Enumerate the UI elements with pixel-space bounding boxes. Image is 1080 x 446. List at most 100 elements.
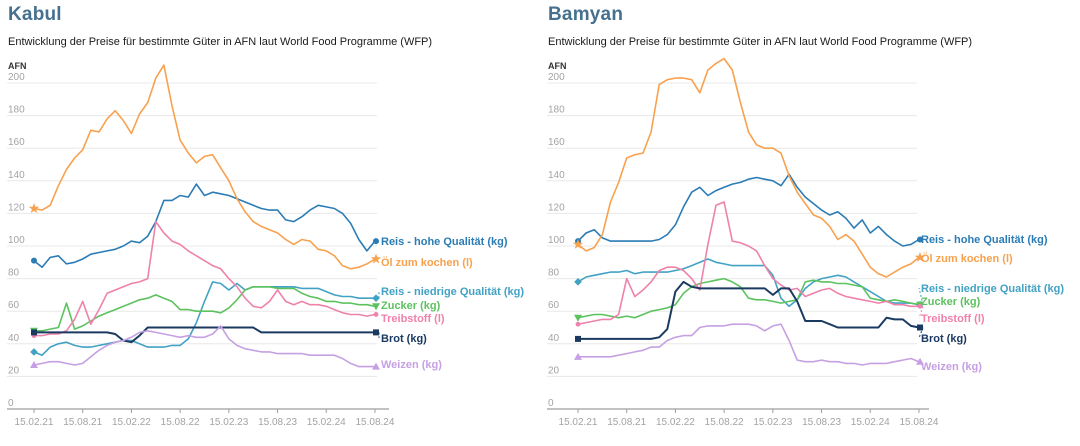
series-label-brot: Brot (kg) bbox=[921, 333, 967, 345]
series-label-oel: Öl zum kochen (l) bbox=[921, 252, 1013, 265]
series-line-reis-hohe bbox=[33, 183, 376, 269]
y-tick-label-0: 0 bbox=[8, 398, 14, 409]
x-tick-label-1: 15.08.21 bbox=[63, 417, 102, 428]
y-tick-label-180: 180 bbox=[8, 105, 25, 116]
series-line-treibstoff bbox=[577, 201, 920, 326]
x-tick-label-3: 15.08.22 bbox=[161, 417, 200, 428]
series-line-treibstoff bbox=[33, 220, 376, 337]
x-tick-label-3: 15.08.22 bbox=[705, 417, 744, 428]
series-end-marker-reis-hohe bbox=[917, 236, 923, 243]
series-end-marker-zucker bbox=[372, 303, 380, 311]
series-start-marker-oel bbox=[572, 238, 584, 249]
series-start-marker-zucker bbox=[574, 314, 582, 322]
y-tick-label-80: 80 bbox=[8, 268, 20, 279]
series-start-marker-weizen bbox=[574, 352, 582, 360]
y-tick-label-40: 40 bbox=[548, 333, 560, 344]
series-line-oel bbox=[33, 64, 376, 270]
y-tick-label-80: 80 bbox=[548, 268, 560, 279]
y-axis-unit-label: AFN bbox=[548, 61, 567, 71]
series-start-marker-treibstoff bbox=[575, 321, 581, 327]
series-end-marker-oel bbox=[914, 251, 926, 262]
series-label-leader-reis-niedrige bbox=[918, 287, 924, 305]
series-end-marker-weizen bbox=[916, 357, 924, 365]
y-tick-label-60: 60 bbox=[8, 300, 20, 311]
series-label-oel: Öl zum kochen (l) bbox=[381, 256, 473, 269]
series-end-marker-weizen bbox=[372, 362, 380, 370]
series-line-zucker bbox=[577, 277, 920, 319]
x-tick-label-0: 15.02.21 bbox=[559, 417, 598, 428]
kabul-panel: Kabul Entwicklung der Preise für bestimm… bbox=[7, 4, 524, 428]
series-line-weizen bbox=[577, 323, 920, 366]
series-label-zucker: Zucker (kg) bbox=[381, 300, 441, 312]
series-start-marker-reis-niedrige bbox=[574, 278, 582, 286]
y-tick-label-120: 120 bbox=[548, 202, 565, 213]
x-tick-label-4: 15.02.23 bbox=[209, 417, 248, 428]
series-start-marker-oel bbox=[28, 203, 40, 213]
series-start-marker-weizen bbox=[30, 360, 38, 368]
series-label-weizen: Weizen (kg) bbox=[381, 359, 442, 371]
y-tick-label-160: 160 bbox=[8, 137, 25, 148]
series-end-marker-brot bbox=[917, 324, 923, 331]
y-tick-label-200: 200 bbox=[548, 72, 565, 83]
x-tick-label-4: 15.02.23 bbox=[753, 417, 792, 428]
y-axis-unit-label: AFN bbox=[8, 61, 27, 71]
y-tick-label-140: 140 bbox=[8, 170, 25, 181]
x-tick-label-5: 15.08.23 bbox=[802, 417, 841, 428]
y-tick-label-120: 120 bbox=[8, 202, 25, 213]
series-label-reis-niedrige: Reis - niedrige Qualität (kg) bbox=[381, 286, 524, 298]
y-tick-label-0: 0 bbox=[548, 398, 554, 409]
y-tick-label-60: 60 bbox=[548, 300, 560, 311]
series-label-brot: Brot (kg) bbox=[381, 333, 427, 345]
y-tick-label-180: 180 bbox=[548, 105, 565, 116]
series-start-marker-reis-niedrige bbox=[30, 348, 38, 356]
y-tick-label-200: 200 bbox=[8, 72, 25, 83]
x-tick-label-6: 15.02.24 bbox=[307, 417, 346, 428]
x-tick-label-7: 15.08.24 bbox=[900, 417, 939, 428]
bamyan-panel: Bamyan Entwicklung der Preise für bestim… bbox=[540, 0, 1080, 446]
x-tick-label-7: 15.08.24 bbox=[356, 417, 395, 428]
series-line-reis-niedrige bbox=[33, 281, 376, 357]
series-label-reis-niedrige: Reis - niedrige Qualität (kg) bbox=[921, 283, 1064, 295]
x-tick-label-6: 15.02.24 bbox=[851, 417, 890, 428]
series-label-treibstoff: Treibstoff (l) bbox=[381, 313, 445, 325]
series-label-reis-hohe: Reis - hohe Qualität (kg) bbox=[381, 236, 508, 248]
x-tick-label-2: 15.02.22 bbox=[112, 417, 151, 428]
series-start-marker-brot bbox=[31, 329, 37, 336]
series-line-brot bbox=[33, 326, 376, 344]
series-label-reis-hohe: Reis - hohe Qualität (kg) bbox=[921, 234, 1048, 246]
series-end-marker-oel bbox=[370, 253, 382, 264]
series-label-treibstoff: Treibstoff (l) bbox=[921, 313, 985, 325]
chart-title-bamyan: Bamyan bbox=[548, 4, 624, 25]
x-tick-label-0: 15.02.21 bbox=[15, 417, 54, 428]
y-tick-label-160: 160 bbox=[548, 137, 565, 148]
chart-subtitle-bamyan: Entwicklung der Preise für bestimmte Güt… bbox=[548, 36, 973, 48]
series-end-marker-treibstoff bbox=[373, 312, 379, 317]
series-line-oel bbox=[577, 57, 920, 278]
series-end-marker-reis-hohe bbox=[373, 238, 379, 245]
series-line-zucker bbox=[33, 285, 376, 332]
chart-title-kabul: Kabul bbox=[8, 4, 62, 25]
y-tick-label-100: 100 bbox=[548, 235, 565, 246]
y-tick-label-100: 100 bbox=[8, 235, 25, 246]
series-label-zucker: Zucker (kg) bbox=[921, 296, 981, 308]
series-end-marker-brot bbox=[373, 329, 379, 336]
series-end-marker-treibstoff bbox=[917, 303, 923, 309]
y-tick-label-20: 20 bbox=[8, 365, 20, 376]
y-tick-label-40: 40 bbox=[8, 333, 20, 344]
series-line-brot bbox=[577, 280, 920, 340]
x-tick-label-1: 15.08.21 bbox=[607, 417, 646, 428]
series-label-weizen: Weizen (kg) bbox=[921, 361, 982, 373]
y-tick-label-140: 140 bbox=[548, 170, 565, 181]
series-start-marker-reis-hohe bbox=[31, 257, 37, 264]
series-label-leader-brot bbox=[918, 327, 924, 339]
series-line-weizen bbox=[33, 325, 376, 368]
series-start-marker-brot bbox=[575, 335, 581, 342]
series-line-reis-hohe bbox=[577, 173, 920, 247]
chart-subtitle-kabul: Entwicklung der Preise für bestimmte Güt… bbox=[8, 36, 433, 48]
x-tick-label-5: 15.08.23 bbox=[258, 417, 297, 428]
series-end-marker-reis-niedrige bbox=[372, 294, 380, 302]
x-tick-label-2: 15.02.22 bbox=[656, 417, 695, 428]
